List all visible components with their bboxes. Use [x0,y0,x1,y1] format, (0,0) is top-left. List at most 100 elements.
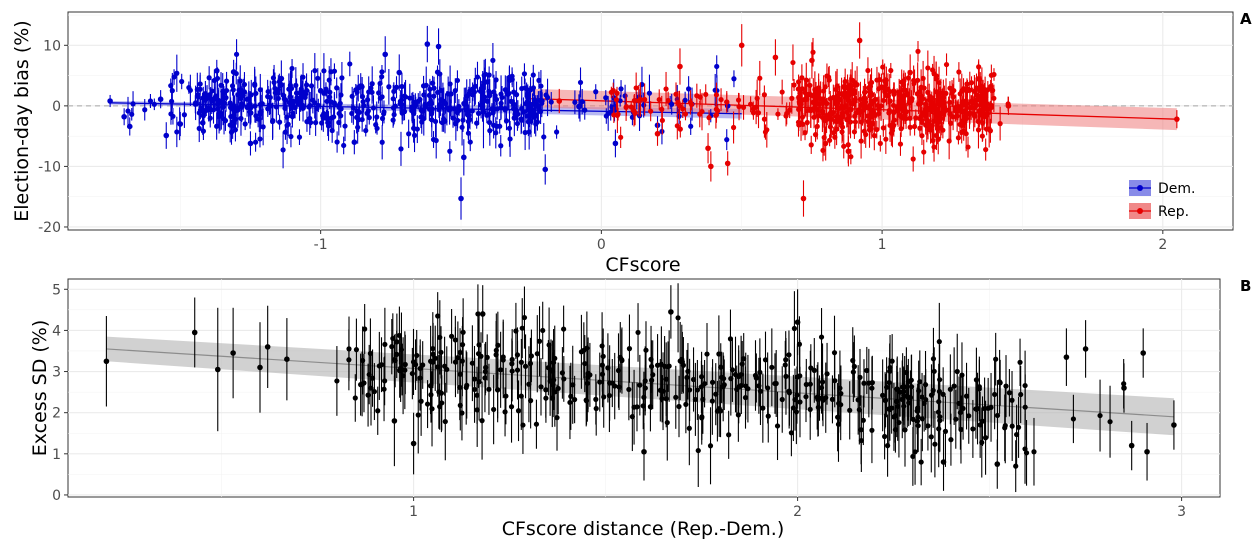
panel-a-data-point [413,102,419,108]
panel-b-data-point [931,368,937,374]
panel-b-data-point [394,339,400,345]
panel-a-data-point [897,141,904,147]
panel-a-data-point [515,111,521,117]
panel-a-data-point [872,111,878,117]
panel-a-data-point [835,105,841,111]
panel-b-data-point [869,380,875,386]
panel-a-data-point [313,120,319,126]
legend-rep-label: Rep. [1158,204,1189,220]
panel-a-data-point [614,90,620,96]
panel-a-data-point [842,78,848,85]
panel-b-data-point [676,403,682,410]
panel-b-data-point [887,364,893,371]
panel-a-data-point [851,129,858,135]
panel-b-data-point [997,379,1003,385]
panel-a-data-point [247,140,254,147]
panel-a-data-point [169,98,175,104]
panel-a-data-point [406,131,412,137]
panel-b-data-point [515,408,522,414]
panel-a-data-point [174,70,180,76]
panel-a-data-point [399,102,405,108]
panel-a-data-point [911,123,918,130]
panel-b-data-point [772,380,778,387]
panel-a-data-point [247,101,253,107]
panel-a-data-point [963,131,969,137]
panel-a-data-point [823,140,829,147]
panel-a-data-point [377,80,383,87]
panel-a-data-point [448,105,454,112]
panel-a-data-point [800,195,807,202]
panel-a-data-point [712,87,718,93]
panel-b-data-point [694,387,700,393]
panel-a-data-point [761,92,767,98]
panel-a-data-point [572,99,578,105]
panel-b-data-point [391,356,398,363]
panel-b-data-point [673,394,679,400]
panel-a-data-point [229,83,236,89]
panel-a-data-point [900,87,907,93]
panel-a-data-point [522,129,528,136]
panel-a-data-point [531,97,538,103]
panel-a-data-point [802,96,809,103]
panel-a-data-point [889,127,896,134]
panel-b-data-point [727,336,734,342]
panel-a-data-point [856,37,863,44]
panel-b-data-point [414,352,420,359]
panel-a-data-point [806,91,812,97]
panel-a-data-point [206,75,212,81]
panel-a-data-point [474,74,481,80]
panel-a-data-point [880,125,886,131]
panel-a-data-point [897,112,903,118]
panel-b-data-point [1006,390,1012,396]
panel-a-data-point [365,97,371,103]
panel-a-data-point [876,86,882,92]
panel-b-data-point [1022,382,1028,389]
panel-a-data-point [978,107,984,113]
panel-b-data-point [912,449,918,455]
panel-a-data-point [975,127,982,133]
panel-a-data-point [349,93,355,99]
panel-b-data-point [932,441,938,447]
panel-a-data-point [447,148,453,154]
panel-a-data-point [439,119,445,126]
panel-b-data-point [508,404,515,410]
panel-b-data-point [860,417,866,423]
panel-b-data-point [994,461,1001,467]
panel-a-data-point [930,138,936,144]
panel-b-data-point [452,359,459,365]
panel-a-y-axis-title: Election-day bias (%) [11,20,33,221]
panel-b-data-point [438,390,445,396]
panel-b-data-point [719,374,725,380]
panel-a-data-point [753,104,759,110]
panel-a-data-point [977,87,984,94]
panel-a-data-point [881,97,887,104]
panel-a-data-point [961,116,968,122]
panel-b-data-point [543,387,549,393]
panel-b-data-point [788,430,794,436]
panel-b-data-point [359,381,365,387]
panel-a-data-point [984,126,990,132]
panel-b-data-point [476,342,482,348]
panel-a-data-point [931,118,937,124]
panel-a-data-point [317,87,324,94]
panel-a-data-point [181,112,188,118]
panel-a-data-point [659,106,665,112]
panel-b-data-point [1070,416,1077,422]
panel-b-data-point [409,370,415,377]
panel-a-data-point [177,121,184,127]
panel-a-data-point [933,89,939,95]
panel-a-data-point [328,115,334,121]
panel-b-data-point [1014,431,1020,438]
panel-b-data-point [1013,463,1019,469]
panel-b-data-point [479,418,485,424]
panel-a-data-point [454,77,461,84]
panel-b-data-point [561,326,567,332]
panel-b-data-point [935,409,942,415]
panel-a-data-point [121,113,127,120]
panel-b-data-point [869,427,875,433]
panel-b-data-point [903,369,909,376]
panel-a-data-point [458,195,464,202]
panel-a-data-point [373,122,379,128]
panel-b-data-point [1107,419,1113,425]
panel-a-data-point [680,106,686,112]
